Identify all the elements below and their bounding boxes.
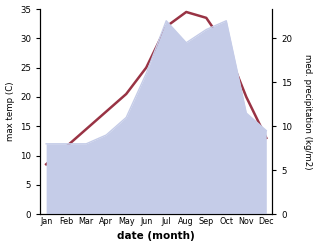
Y-axis label: max temp (C): max temp (C): [5, 82, 15, 141]
X-axis label: date (month): date (month): [117, 231, 195, 242]
Y-axis label: med. precipitation (kg/m2): med. precipitation (kg/m2): [303, 54, 313, 169]
